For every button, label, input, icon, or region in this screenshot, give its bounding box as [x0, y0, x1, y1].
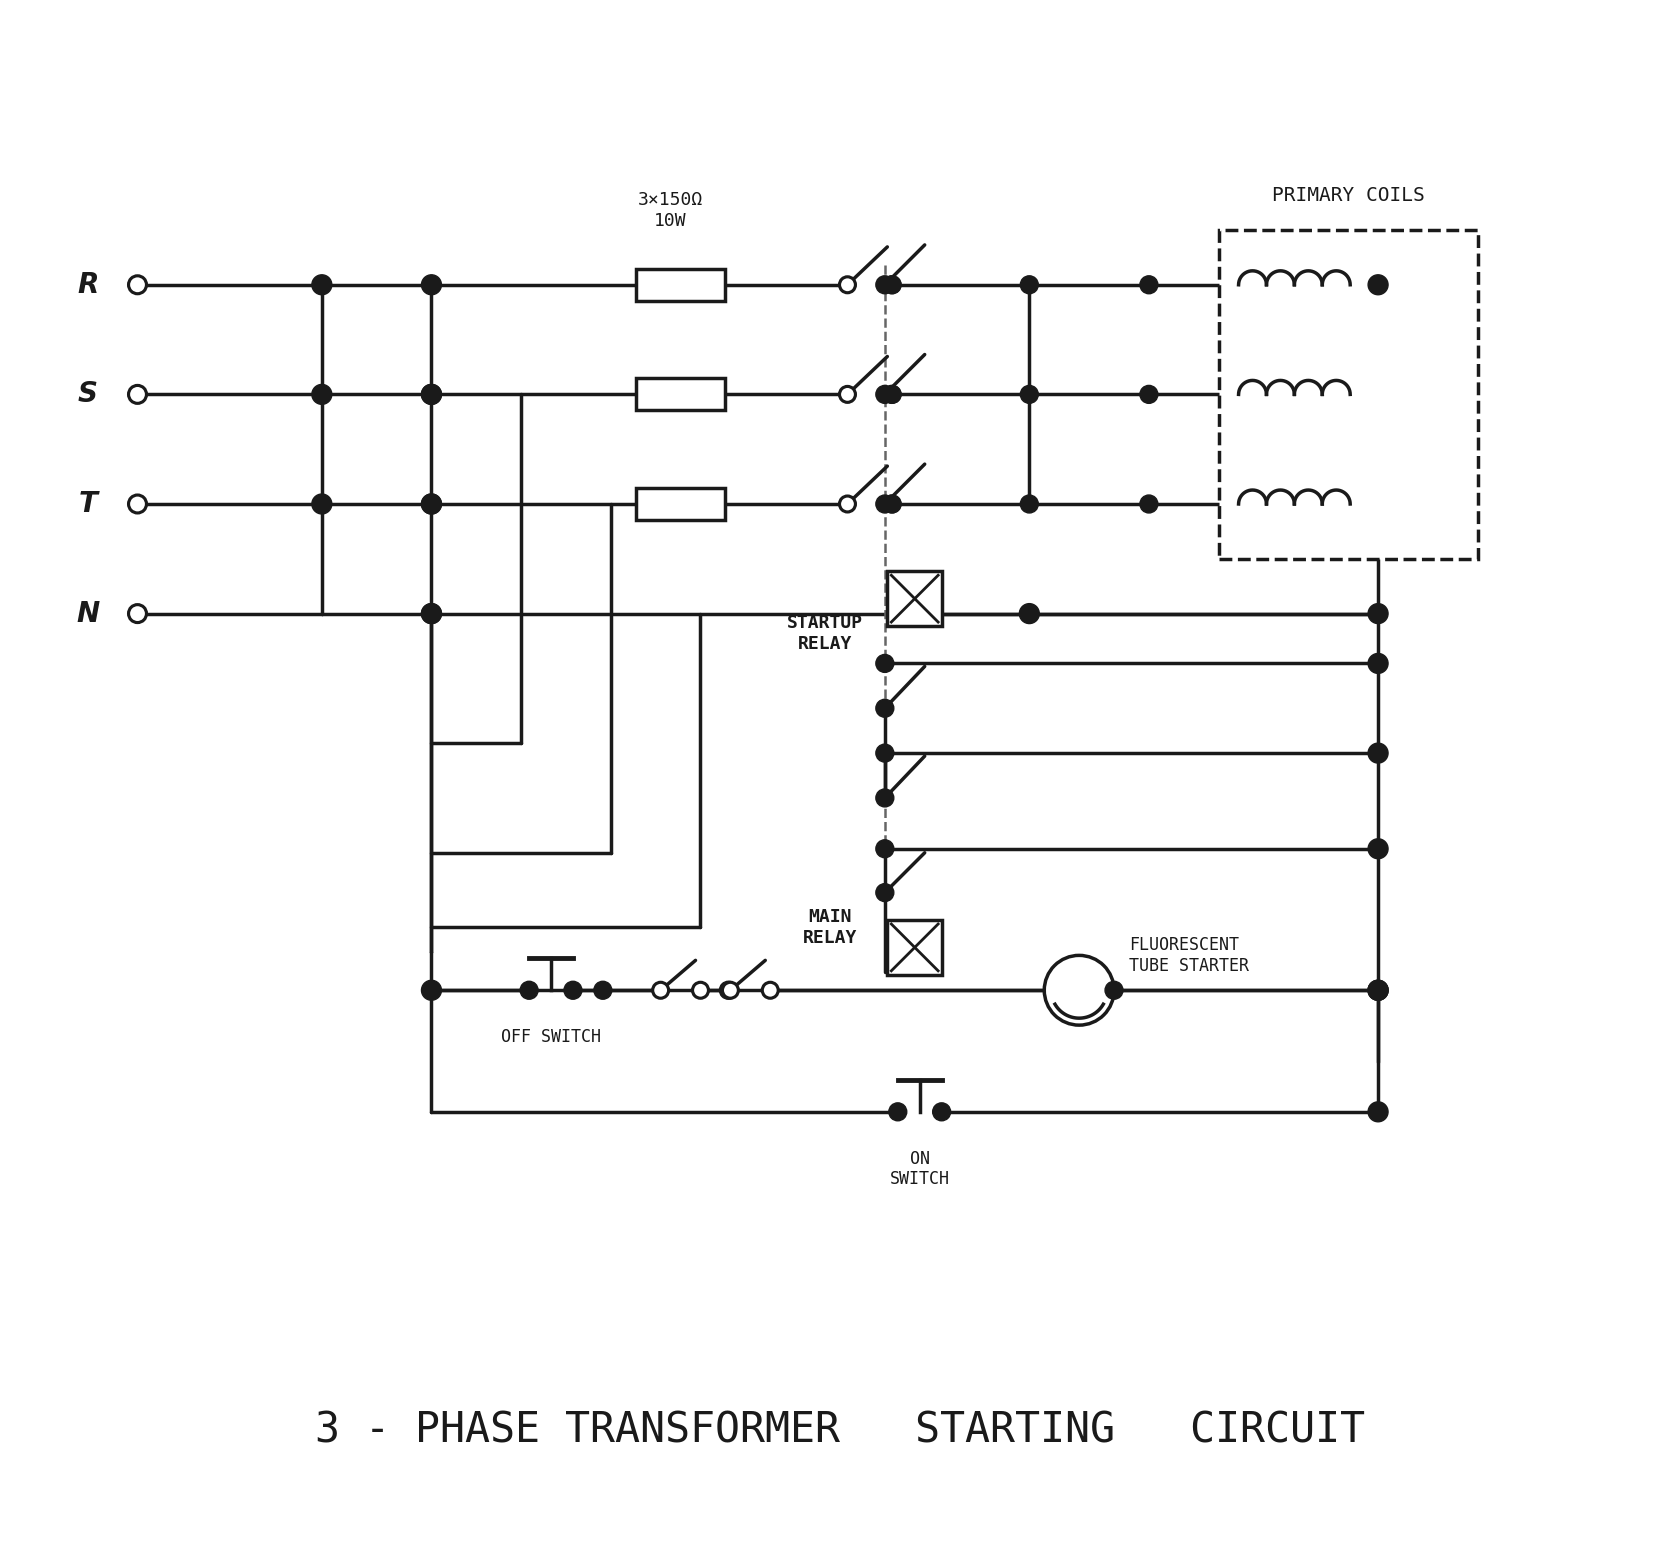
Circle shape	[129, 386, 146, 403]
Circle shape	[1368, 1102, 1388, 1122]
Circle shape	[1368, 980, 1388, 1000]
Circle shape	[1020, 495, 1038, 513]
Circle shape	[1045, 955, 1114, 1025]
Circle shape	[875, 699, 894, 717]
Circle shape	[564, 982, 581, 999]
Circle shape	[1105, 982, 1122, 999]
Circle shape	[875, 744, 894, 763]
Bar	[1218, 230, 1478, 560]
Text: 3×150Ω
10W: 3×150Ω 10W	[638, 191, 704, 230]
Circle shape	[884, 386, 900, 402]
Bar	[887, 921, 942, 975]
Circle shape	[1141, 495, 1158, 513]
Circle shape	[932, 1103, 951, 1121]
Circle shape	[1368, 839, 1388, 858]
Circle shape	[422, 603, 442, 624]
Bar	[635, 488, 726, 520]
Circle shape	[129, 605, 146, 622]
Circle shape	[840, 386, 855, 402]
Circle shape	[1368, 980, 1388, 1000]
Text: 3 - PHASE TRANSFORMER   STARTING   CIRCUIT: 3 - PHASE TRANSFORMER STARTING CIRCUIT	[316, 1410, 1366, 1452]
Circle shape	[1020, 603, 1040, 624]
Text: ON
SWITCH: ON SWITCH	[890, 1150, 949, 1188]
Circle shape	[889, 1103, 907, 1121]
Circle shape	[422, 980, 442, 1000]
Bar	[635, 378, 726, 411]
Text: MAIN
RELAY: MAIN RELAY	[803, 908, 857, 947]
Circle shape	[875, 495, 894, 513]
Text: N: N	[76, 600, 99, 628]
Circle shape	[840, 495, 855, 513]
Text: OFF SWITCH: OFF SWITCH	[501, 1028, 601, 1046]
Circle shape	[1368, 742, 1388, 763]
Circle shape	[129, 275, 146, 294]
Circle shape	[840, 277, 855, 292]
Bar	[887, 570, 942, 627]
Circle shape	[422, 384, 442, 405]
Circle shape	[312, 494, 333, 514]
Circle shape	[1368, 980, 1388, 1000]
Circle shape	[1020, 386, 1038, 403]
Circle shape	[763, 982, 778, 999]
Circle shape	[884, 495, 900, 513]
Circle shape	[312, 275, 333, 295]
Circle shape	[422, 275, 442, 295]
Circle shape	[875, 275, 894, 294]
Circle shape	[1368, 653, 1388, 674]
Circle shape	[652, 982, 669, 999]
Circle shape	[1368, 275, 1388, 295]
Circle shape	[884, 386, 900, 403]
Text: S: S	[77, 380, 97, 408]
Circle shape	[422, 494, 442, 514]
Text: T: T	[79, 489, 97, 517]
Circle shape	[884, 277, 900, 292]
Circle shape	[422, 494, 442, 514]
Circle shape	[312, 384, 333, 405]
Text: PRIMARY COILS: PRIMARY COILS	[1272, 186, 1425, 205]
Circle shape	[422, 384, 442, 405]
Circle shape	[593, 982, 612, 999]
Bar	[635, 269, 726, 300]
Text: FLUORESCENT
TUBE STARTER: FLUORESCENT TUBE STARTER	[1129, 936, 1248, 975]
Circle shape	[521, 982, 538, 999]
Text: R: R	[77, 270, 99, 299]
Circle shape	[884, 495, 900, 513]
Circle shape	[1368, 603, 1388, 624]
Text: STARTUP
RELAY: STARTUP RELAY	[786, 614, 864, 653]
Circle shape	[692, 982, 709, 999]
Circle shape	[129, 495, 146, 513]
Circle shape	[1020, 275, 1038, 294]
Circle shape	[1141, 275, 1158, 294]
Circle shape	[875, 839, 894, 858]
Circle shape	[722, 982, 739, 999]
Circle shape	[422, 603, 442, 624]
Circle shape	[875, 789, 894, 807]
Circle shape	[875, 655, 894, 672]
Circle shape	[884, 275, 900, 294]
Circle shape	[1141, 386, 1158, 403]
Circle shape	[875, 883, 894, 902]
Circle shape	[875, 386, 894, 403]
Circle shape	[719, 982, 738, 999]
